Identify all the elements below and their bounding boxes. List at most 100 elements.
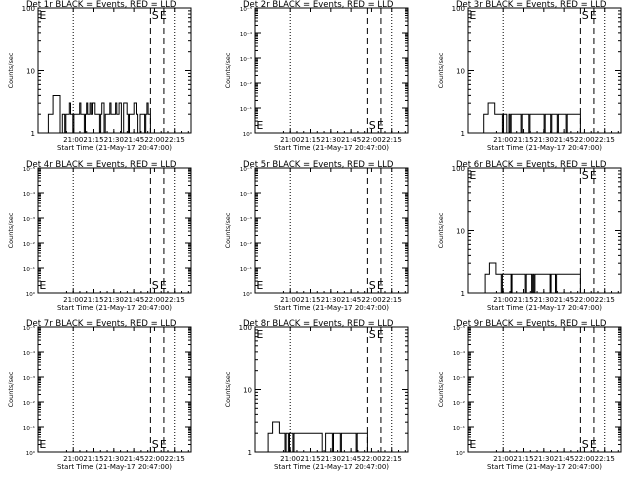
x-tick-label: 21:00 [493,455,513,463]
x-axis-label: Start Time (21-May-17 20:47:00) [274,463,389,471]
x-tick-label: 21:45 [124,136,144,144]
y-tick-label: 10⁻⁴ [23,191,36,198]
panel-title: Det 9r BLACK = Events, RED = LLD [456,319,607,329]
y-tick-label: 10⁻⁵ [23,166,35,173]
panel-title: Det 1r BLACK = Events, RED = LLD [26,0,177,10]
y-tick-label: 10 [26,68,35,76]
y-tick-label: 10⁻⁵ [240,166,252,173]
y-tick-label: 10 [456,68,465,76]
panel-title: Det 5r BLACK = Events, RED = LLD [243,160,394,170]
x-tick-label: 21:30 [321,455,341,463]
x-tick-label: 21:00 [493,136,513,144]
start-end-marker: S [369,328,376,341]
y-tick-label: 10⁻² [23,241,35,248]
plot-frame [37,326,192,453]
x-tick-label: 21:45 [554,455,574,463]
y-tick-label: 10⁰ [456,450,466,457]
x-tick-label: 22:15 [595,136,615,144]
start-end-marker: E [160,279,167,292]
y-tick-label: 10⁰ [243,131,253,138]
x-tick-label: 21:00 [63,136,83,144]
x-tick-label: 21:15 [513,455,533,463]
plot-frame [254,167,409,294]
y-tick-label: 10⁻⁴ [23,350,36,357]
y-axis-label: Counts/sec [437,371,445,407]
x-tick-label: 21:30 [534,136,554,144]
y-tick-label: 10⁻² [453,400,465,407]
events-series-1 [265,421,368,453]
y-tick-label: 1 [461,130,465,138]
start-end-marker: S [582,169,589,182]
y-tick-label: 10⁻¹ [453,425,465,432]
x-tick-label: 21:00 [493,296,513,304]
x-tick-label: 22:15 [165,296,185,304]
y-tick-label: 10⁻⁵ [23,325,35,332]
y-tick-label: 1 [248,449,252,457]
x-tick-label: 21:15 [300,296,320,304]
y-tick-label: 1 [461,290,465,298]
start-end-marker: E [469,438,476,451]
y-tick-label: 10⁻³ [240,216,252,223]
start-end-marker: E [377,279,384,292]
x-tick-label: 21:15 [83,136,103,144]
x-axis-label: Start Time (21-May-17 20:47:00) [57,144,172,152]
x-tick-label: 22:15 [382,296,402,304]
y-tick-label: 100 [452,165,465,173]
start-end-marker: E [160,9,167,22]
y-tick-label: 100 [22,5,35,13]
start-end-marker: E [469,169,476,182]
start-end-marker: E [590,169,597,182]
y-tick-label: 10⁻¹ [23,266,35,273]
events-series-1 [481,102,581,134]
y-tick-label: 100 [452,5,465,13]
y-tick-label: 10⁻³ [23,216,35,223]
y-tick-label: 10⁻¹ [240,106,252,113]
start-end-marker: E [256,279,263,292]
start-end-marker: E [377,119,384,132]
y-tick-label: 10⁰ [26,291,36,298]
x-tick-label: 21:00 [280,296,300,304]
x-axis-label: Start Time (21-May-17 20:47:00) [274,304,389,312]
x-tick-label: 21:00 [63,296,83,304]
start-end-marker: S [152,438,159,451]
y-axis-label: Counts/sec [7,52,15,88]
start-end-marker: E [256,119,263,132]
x-tick-label: 21:30 [321,136,341,144]
x-axis-label: Start Time (21-May-17 20:47:00) [487,463,602,471]
y-tick-label: 10⁻¹ [240,266,252,273]
y-tick-label: 10⁻² [240,241,252,248]
y-tick-label: 1 [31,130,35,138]
y-axis-label: Counts/sec [7,212,15,248]
x-tick-label: 21:30 [321,296,341,304]
x-tick-label: 21:15 [83,455,103,463]
y-tick-label: 10⁻⁴ [453,350,466,357]
panel-title: Det 6r BLACK = Events, RED = LLD [456,160,607,170]
y-axis-label: Counts/sec [224,212,232,248]
y-tick-label: 10 [243,387,252,395]
start-end-marker: E [39,9,46,22]
panel-title: Det 7r BLACK = Events, RED = LLD [26,319,177,329]
start-end-marker: E [39,438,46,451]
x-tick-label: 21:45 [124,296,144,304]
start-end-marker: E [590,438,597,451]
x-tick-label: 21:30 [104,136,124,144]
x-tick-label: 22:00 [574,136,594,144]
x-tick-label: 21:30 [534,455,554,463]
x-axis-label: Start Time (21-May-17 20:47:00) [487,144,602,152]
x-tick-label: 22:15 [165,136,185,144]
y-axis-label: Counts/sec [437,212,445,248]
x-tick-label: 21:00 [280,136,300,144]
y-tick-label: 100 [239,324,252,332]
x-tick-label: 21:15 [300,136,320,144]
x-tick-label: 21:15 [83,296,103,304]
y-axis-label: Counts/sec [224,371,232,407]
x-tick-label: 21:45 [341,136,361,144]
x-tick-label: 21:45 [554,296,574,304]
